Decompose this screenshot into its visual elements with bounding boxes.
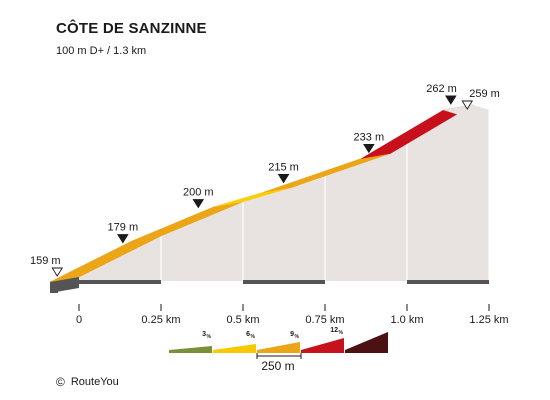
legend-swatch (345, 332, 388, 350)
elevation-label: 200 m (183, 187, 214, 199)
x-tick-label-0: 0 (76, 314, 82, 326)
legend-swatch (301, 338, 344, 350)
elevation-marker-filled (363, 143, 375, 154)
elevation-label: 215 m (268, 161, 299, 173)
legend-swatch-base (301, 350, 344, 353)
elevation-marker-filled (192, 199, 205, 209)
elevation-label: 233 m (354, 131, 385, 143)
legend-label: 12 (330, 327, 338, 334)
credit: © RouteYou (56, 375, 119, 389)
elevation-label: 259 m (469, 88, 500, 100)
legend-percent: % (251, 334, 256, 340)
legend-swatch-base (257, 350, 300, 353)
chart-title: CÔTE DE SANZINNE (56, 20, 207, 37)
elevation-label: 159 m (30, 255, 61, 267)
legend-swatch (257, 342, 300, 350)
legend-label: 3 (202, 331, 206, 338)
x-tick-label-1: 1.0 km (390, 314, 423, 326)
legend-percent: % (207, 334, 212, 340)
ground-strip (243, 280, 325, 284)
legend-swatch-base (345, 350, 388, 353)
profile-surface-segment (443, 104, 490, 116)
profile-start-cap (50, 277, 79, 293)
profile-side-wall (79, 104, 489, 282)
elevation-marker-open (461, 100, 474, 110)
chart-subtitle: 100 m D+ / 1.3 km (56, 45, 147, 57)
credit-text: RouteYou (70, 376, 119, 388)
elevation-marker-filled (117, 234, 129, 244)
elevation-label: 262 m (426, 83, 457, 95)
ground-strip (407, 280, 489, 284)
legend-swatch-base (213, 350, 256, 353)
elevation-marker-open (51, 267, 64, 277)
x-tick-label-0-5: 0.5 km (226, 314, 259, 326)
elevation-marker-filled (445, 95, 457, 105)
x-tick-label-1-25: 1.25 km (469, 314, 508, 326)
legend-percent: % (339, 330, 344, 336)
legend-swatch (213, 344, 256, 350)
elevation-label: 179 m (108, 222, 139, 234)
ground-strip (79, 280, 161, 284)
legend-label: 6 (246, 331, 250, 338)
legend-swatch (169, 346, 212, 350)
scale-bar-label: 250 m (261, 359, 294, 373)
legend-label: 9 (290, 331, 294, 338)
legend-swatch-base (169, 350, 212, 353)
x-tick-label-0-25: 0.25 km (141, 314, 180, 326)
elevation-marker-filled (277, 174, 290, 184)
x-tick-label-0-75: 0.75 km (305, 314, 344, 326)
legend-percent: % (295, 334, 300, 340)
copyright-icon: © (56, 375, 65, 389)
